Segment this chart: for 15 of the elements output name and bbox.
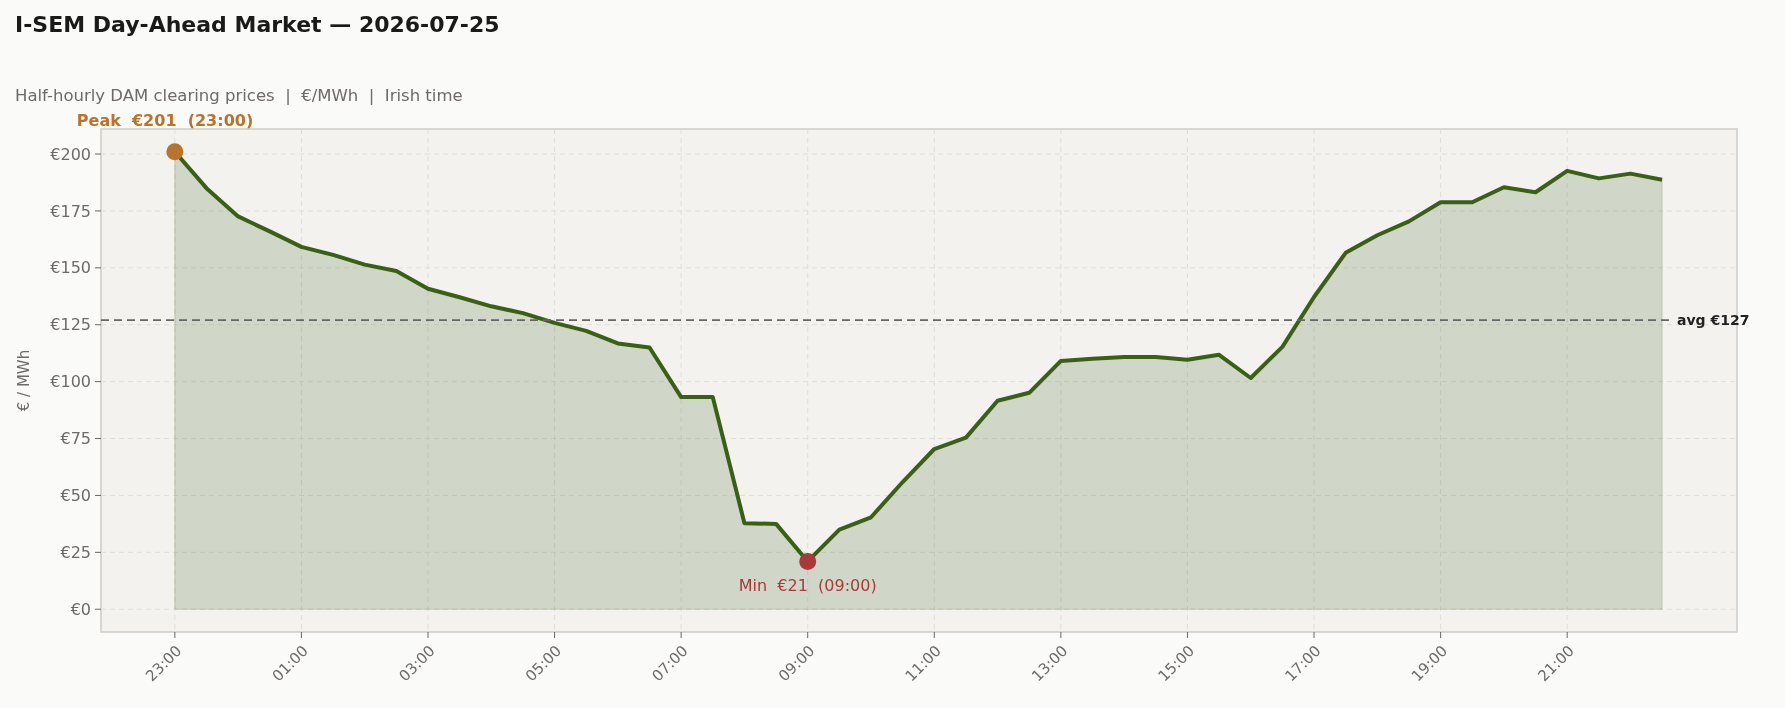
annotation: Peak €201 (23:00): [76, 110, 254, 130]
y-tick-label: €175: [50, 201, 91, 221]
y-tick-label: €50: [60, 486, 91, 506]
y-tick-label: €75: [60, 429, 91, 449]
chart-title: I-SEM Day-Ahead Market — 2026-07-25: [15, 12, 500, 37]
chart-subtitle: Half-hourly DAM clearing prices | €/MWh | Irish time: [15, 86, 463, 105]
y-tick-label: €0: [70, 599, 91, 619]
annotation: Min €21 (09:00): [738, 576, 877, 596]
ref-line-label: avg €127: [1677, 312, 1750, 329]
y-tick-label: €125: [50, 315, 91, 335]
y-tick-label: €200: [50, 144, 91, 164]
y-tick-label: €100: [50, 372, 91, 392]
y-axis-title: € / MWh: [15, 349, 33, 412]
y-tick-label: €25: [60, 542, 91, 562]
y-tick-label: €150: [50, 258, 91, 278]
